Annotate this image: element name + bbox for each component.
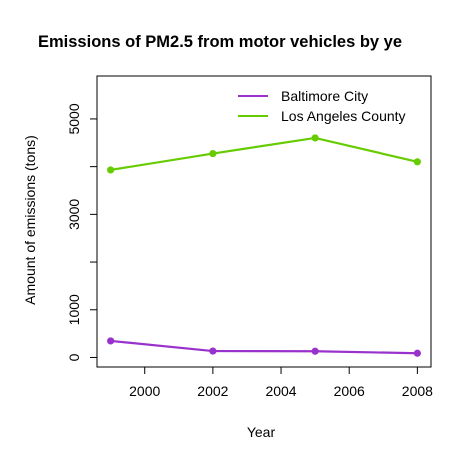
x-tick-label: 2004 <box>265 383 296 399</box>
x-axis: 2000 2002 2004 2006 2008 <box>129 367 433 399</box>
series-line-baltimore-city <box>110 339 418 355</box>
series-layer <box>107 134 421 357</box>
data-point-los-angeles-county <box>209 149 217 158</box>
legend: Baltimore City Los Angeles County <box>238 88 406 124</box>
y-tick-label: 0 <box>66 353 82 361</box>
y-axis: 0 1000 3000 5000 <box>66 103 97 361</box>
legend-label: Los Angeles County <box>281 108 406 124</box>
plot-frame <box>96 75 432 368</box>
data-point-los-angeles-county <box>107 166 115 174</box>
y-axis-label: Amount of emissions (tons) <box>22 135 38 305</box>
x-axis-label: Year <box>247 424 276 440</box>
x-tick-label: 2008 <box>402 383 433 399</box>
data-point-los-angeles-county <box>413 158 421 166</box>
y-tick-label: 5000 <box>66 103 82 134</box>
x-tick-label: 2002 <box>197 383 228 399</box>
chart-title: Emissions of PM2.5 from motor vehicles b… <box>38 33 402 51</box>
data-point-baltimore-city <box>413 349 421 357</box>
data-point-baltimore-city <box>311 347 319 355</box>
data-point-los-angeles-county <box>311 134 319 142</box>
series-line-los-angeles-county <box>110 136 418 172</box>
data-point-baltimore-city <box>107 337 115 345</box>
data-point-baltimore-city <box>209 347 217 355</box>
x-tick-label: 2006 <box>334 383 365 399</box>
y-tick-label: 3000 <box>66 199 82 230</box>
y-tick-label: 1000 <box>66 294 82 325</box>
x-tick-label: 2000 <box>129 383 160 399</box>
legend-label: Baltimore City <box>281 88 368 104</box>
